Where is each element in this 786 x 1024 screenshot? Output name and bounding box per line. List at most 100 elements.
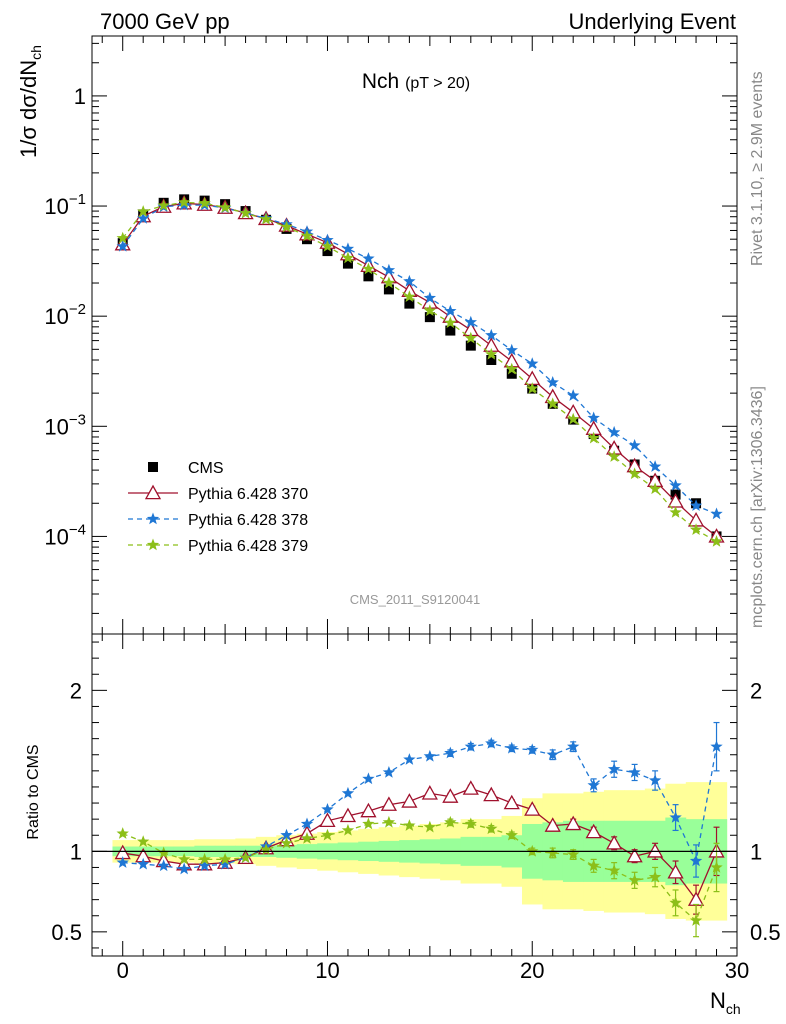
- ratio-data-point: [403, 753, 416, 765]
- ratio-data-point: [319, 812, 336, 828]
- main-y-tick-label: 10−3: [44, 411, 86, 439]
- ratio-y-tick-label: 1: [70, 839, 82, 864]
- ratio-data-point: [648, 870, 662, 883]
- data-point: [137, 212, 150, 224]
- ratio-data-point: [626, 847, 643, 863]
- ratio-data-point: [544, 817, 561, 832]
- data-point: [689, 499, 703, 511]
- ratio-data-point: [667, 863, 684, 879]
- main-y-tick-label-exp: −2: [69, 301, 86, 318]
- data-point: [157, 199, 170, 211]
- ratio-data-point: [587, 778, 600, 791]
- data-point: [423, 304, 437, 317]
- ratio-y-axis-title: Ratio to CMS: [25, 744, 42, 839]
- ratio-data-point: [218, 852, 232, 865]
- data-point: [342, 258, 353, 269]
- ratio-data-point: [464, 817, 477, 830]
- ratio-data-point: [646, 843, 664, 858]
- ratio-data-point: [628, 765, 641, 778]
- ratio-y-tick-label-right: 2: [750, 678, 762, 703]
- data-point: [362, 252, 375, 264]
- data-point: [198, 196, 211, 209]
- ratio-data-point: [423, 749, 437, 762]
- ratio-data-point: [137, 857, 150, 870]
- ratio-data-point: [177, 862, 191, 875]
- data-point: [116, 231, 129, 244]
- ratio-data-point: [280, 836, 293, 849]
- ratio-data-point: [503, 794, 520, 810]
- data-point: [628, 438, 641, 451]
- data-point: [383, 284, 394, 295]
- ratio-y-tick-label: 0.5: [51, 920, 82, 945]
- data-point: [464, 331, 477, 344]
- data-point: [689, 523, 703, 535]
- ratio-plot-frame: [91, 633, 738, 957]
- ratio-data-point: [710, 860, 723, 873]
- legend-item-pythia-6-428-378: Pythia 6.428 378: [128, 512, 308, 529]
- ratio-line-pythia-6-428-379: [122, 821, 718, 922]
- ratio-data-point: [177, 852, 191, 865]
- main-y-tick-label-exp: −3: [69, 411, 86, 428]
- data-point: [607, 450, 621, 462]
- main-plot-title-sub: (pT > 20): [405, 75, 470, 92]
- ratio-data-point: [382, 765, 396, 778]
- ratio-data-point: [524, 801, 541, 816]
- data-point: [485, 328, 498, 341]
- ratio-data-point: [239, 851, 252, 864]
- ratio-data-point: [607, 762, 621, 775]
- main-plot: 110−110−210−310−4 Nch (pT > 20) CMS_2011…: [16, 35, 738, 635]
- data-point: [486, 354, 497, 365]
- legend-label: Pythia 6.428 370: [188, 486, 308, 503]
- watermark-label: CMS_2011_S9120041: [350, 592, 481, 607]
- ratio-line-pythia-6-428-378: [122, 742, 718, 870]
- y-axis-title-sub: ch: [28, 45, 44, 60]
- main-plot-title: Nch (pT > 20): [362, 70, 470, 93]
- y-axis-title: 1/σ dσ/dNch: [16, 45, 44, 158]
- data-point: [505, 362, 518, 375]
- main-y-tick-label-exp: −1: [69, 191, 86, 208]
- main-y-tick-label: 10−4: [44, 521, 86, 549]
- ratio-data-point: [339, 807, 357, 823]
- data-point: [505, 343, 518, 356]
- ratio-data-point: [485, 822, 498, 835]
- ratio-data-point: [259, 843, 273, 855]
- ratio-data-point: [689, 854, 703, 867]
- legend-marker: [144, 484, 162, 500]
- data-point: [424, 312, 435, 323]
- legend-marker: [146, 538, 160, 551]
- data-point: [669, 505, 682, 518]
- x-tick-label: 30: [725, 958, 749, 983]
- ratio-data-point: [505, 828, 518, 841]
- ratio-data-point: [669, 811, 682, 823]
- data-point: [506, 368, 517, 379]
- data-point: [300, 229, 314, 242]
- data-point: [280, 220, 293, 233]
- ratio-data-point: [464, 740, 477, 752]
- header-right-label: Underlying Event: [568, 9, 736, 34]
- ratio-data-point: [403, 819, 416, 831]
- ratio-data-point: [116, 856, 129, 868]
- data-point: [423, 291, 437, 304]
- ratio-data-point: [567, 848, 580, 860]
- data-point: [445, 325, 456, 336]
- legend-label: Pythia 6.428 378: [188, 512, 308, 529]
- ratio-data-point: [218, 857, 232, 870]
- ratio-data-point: [137, 835, 150, 847]
- data-point: [710, 507, 723, 520]
- data-point: [648, 482, 662, 495]
- data-point: [587, 411, 600, 424]
- main-y-tick-label-base: 10: [44, 304, 68, 329]
- data-point: [321, 240, 334, 252]
- legend-item-cms: CMS: [148, 460, 224, 477]
- ratio-data-point: [669, 896, 682, 909]
- data-point: [648, 460, 662, 472]
- ratio-y-tick-label-right: 1: [750, 839, 762, 864]
- legend-label: CMS: [188, 460, 224, 477]
- ratio-data-point: [157, 859, 170, 872]
- ratio-data-point: [157, 846, 170, 859]
- legend: CMS Pythia 6.428 370 Pythia 6.428 378 Pythi…: [128, 460, 308, 555]
- ratio-data-point: [401, 793, 418, 808]
- data-point: [362, 262, 375, 275]
- x-tick-label: 10: [315, 958, 339, 983]
